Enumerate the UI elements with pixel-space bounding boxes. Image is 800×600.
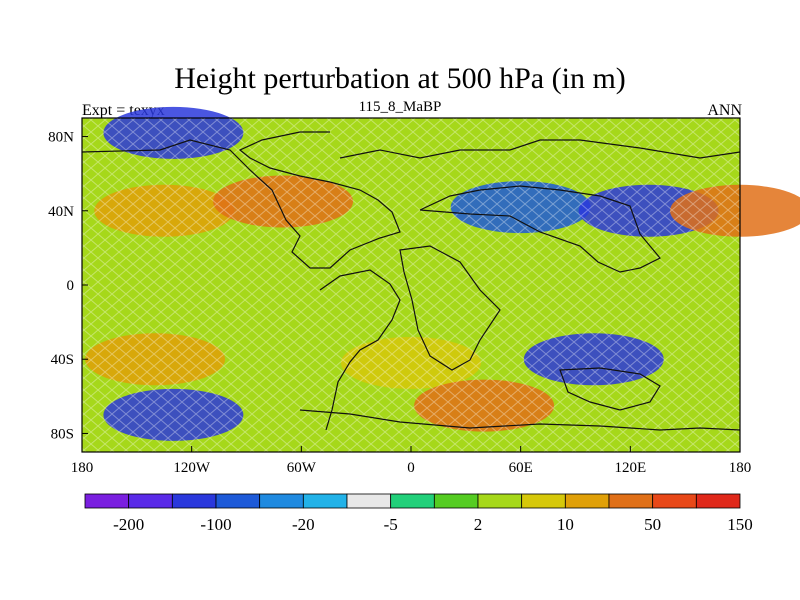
y-tick-label: 0: [67, 278, 75, 294]
coastline-antarctica: [299, 409, 741, 431]
colorbar-label: 50: [644, 515, 661, 534]
colorbar-swatch: [215, 493, 261, 509]
colorbar-swatch: [652, 493, 697, 509]
x-tick-label: 0: [407, 460, 415, 476]
colorbar-swatch: [302, 493, 348, 509]
colorbar-swatch: [171, 493, 217, 509]
x-tick-label: 60W: [287, 460, 317, 476]
colorbar-label: 150: [727, 515, 753, 534]
colorbar-swatch: [346, 493, 392, 509]
colorbar-swatch: [259, 493, 304, 509]
subtitle-label: 115_8_MaBP: [358, 99, 442, 115]
chart-title: Height perturbation at 500 hPa (in m): [174, 62, 626, 95]
colorbar-swatch: [695, 493, 741, 509]
plot-area: [81, 106, 800, 453]
colorbar-swatch: [84, 493, 130, 509]
x-tick-label: 180: [71, 460, 94, 476]
y-axis-ticks: 80N 40N 0 40S 80S: [48, 130, 88, 442]
coastline-south-america: [319, 269, 401, 431]
coastline-africa: [399, 245, 501, 371]
y-tick-label: 40N: [48, 204, 74, 220]
y-tick-label: 40S: [51, 352, 74, 368]
x-tick-label: 120E: [614, 460, 646, 476]
coastline-australia: [559, 367, 661, 411]
coastline-north-america: [81, 131, 401, 269]
colorbar-label: -20: [292, 515, 315, 534]
x-tick-label: 60E: [509, 460, 533, 476]
colorbar-swatch: [128, 493, 173, 509]
y-tick-label: 80N: [48, 130, 74, 146]
colorbar-swatch: [390, 493, 435, 509]
x-tick-label: 120W: [173, 460, 211, 476]
colorbar-swatch: [564, 493, 610, 509]
colorbar-label: 10: [557, 515, 574, 534]
colorbar: -200 -100 -20 -5 2 10 50 150: [84, 493, 753, 534]
y-tick-label: 80S: [51, 426, 74, 442]
colorbar-swatch: [608, 493, 654, 509]
colorbar-label: -200: [113, 515, 144, 534]
colorbar-swatch: [477, 493, 523, 509]
hatch-overlay: [82, 118, 740, 452]
x-axis-ticks: 180 120W 60W 0 60E 120E 180: [71, 446, 752, 476]
colorbar-label: -5: [384, 515, 398, 534]
season-label: ANN: [707, 102, 742, 119]
colorbar-swatch: [521, 493, 566, 509]
colorbar-label: -100: [200, 515, 231, 534]
colorbar-label: 2: [474, 515, 483, 534]
x-tick-label: 180: [729, 460, 752, 476]
colorbar-swatch: [433, 493, 479, 509]
coastline-eurasia: [339, 139, 741, 273]
